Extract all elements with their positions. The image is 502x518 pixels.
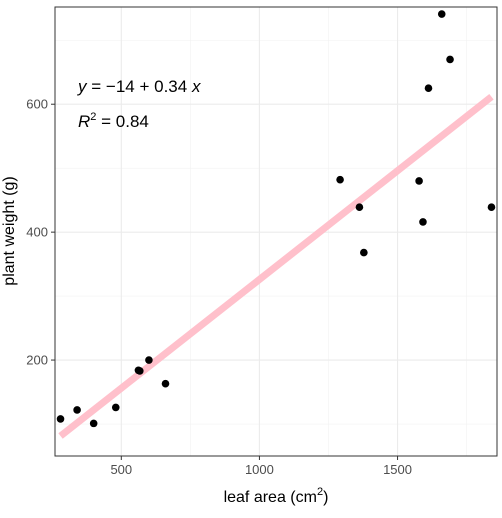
r-squared-annotation: R2 = 0.84 xyxy=(78,111,149,131)
data-point xyxy=(424,84,433,93)
y-tick-label: 200 xyxy=(26,353,48,368)
data-point xyxy=(161,379,170,388)
data-point xyxy=(415,177,423,185)
data-point xyxy=(336,175,344,184)
data-point xyxy=(89,419,98,428)
x-axis: 500 1000 1500 xyxy=(110,456,412,477)
regression-line xyxy=(58,94,494,439)
y-tick-label: 600 xyxy=(26,97,48,112)
data-point xyxy=(419,218,427,226)
x-tick-label: 1500 xyxy=(383,462,412,477)
data-point xyxy=(437,10,446,18)
panel-border xyxy=(54,6,498,457)
data-point xyxy=(145,356,153,364)
x-tick-label: 500 xyxy=(110,462,132,477)
data-point xyxy=(487,203,496,211)
minor-grid xyxy=(55,7,497,456)
y-axis: 200 400 600 xyxy=(26,97,55,368)
equation-annotation: y = −14 + 0.34 x xyxy=(77,77,201,96)
x-tick-label: 1000 xyxy=(245,462,274,477)
regression-layer xyxy=(58,94,494,439)
data-point xyxy=(56,415,65,423)
x-axis-title: leaf area (cm2) xyxy=(224,486,329,506)
data-point xyxy=(355,203,364,211)
data-point xyxy=(73,406,81,414)
data-point xyxy=(111,403,120,412)
data-point xyxy=(446,55,454,64)
points-layer xyxy=(56,10,496,428)
major-grid xyxy=(55,7,497,456)
data-point xyxy=(360,248,368,257)
data-point xyxy=(136,367,144,375)
y-tick-label: 400 xyxy=(26,225,48,240)
y-axis-title: plant weight (g) xyxy=(1,176,18,285)
